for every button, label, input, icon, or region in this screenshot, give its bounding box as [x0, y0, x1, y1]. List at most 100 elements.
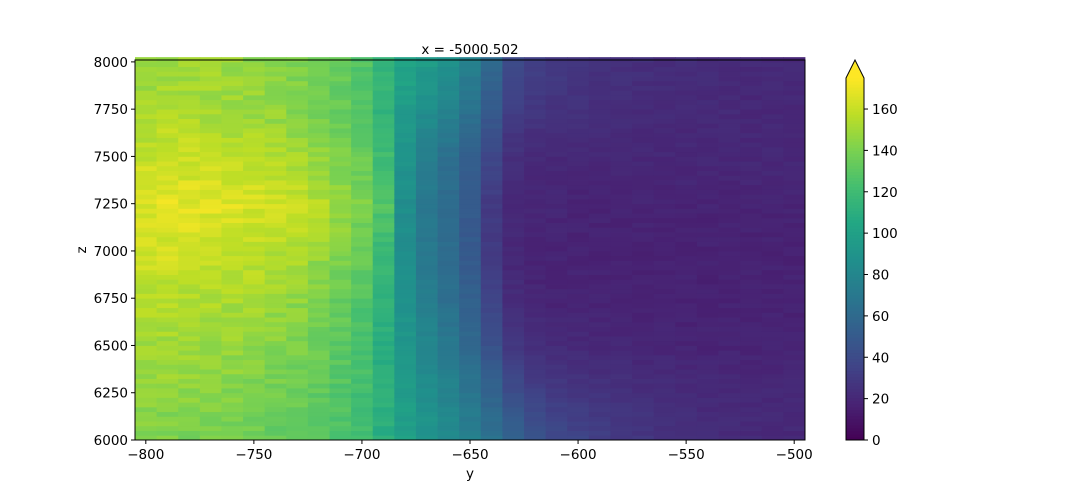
heatmap-cell — [437, 227, 460, 233]
heatmap-cell — [675, 416, 698, 422]
heatmap-cell — [740, 61, 763, 68]
heatmap-cell — [675, 430, 698, 436]
heatmap-cell — [286, 184, 309, 190]
heatmap-cell — [610, 137, 633, 143]
heatmap-cell — [696, 260, 719, 266]
heatmap-cell — [178, 123, 201, 129]
heatmap-cell — [243, 326, 266, 332]
heatmap-cell — [588, 165, 611, 171]
heatmap-cell — [286, 406, 309, 413]
heatmap-cell — [653, 151, 676, 157]
heatmap-cell — [696, 284, 719, 290]
heatmap-cell — [243, 307, 266, 313]
heatmap-cell — [653, 350, 676, 356]
heatmap-cell — [653, 61, 676, 68]
heatmap-cell — [199, 109, 222, 115]
heatmap-cell — [718, 198, 741, 205]
heatmap-cell — [156, 123, 179, 129]
heatmap-cell — [264, 350, 287, 356]
heatmap-cell — [178, 435, 201, 441]
heatmap-cell — [480, 435, 503, 441]
heatmap-cell — [437, 326, 460, 332]
heatmap-cell — [307, 217, 330, 223]
heatmap-cell — [718, 425, 741, 431]
heatmap-cell — [545, 425, 568, 431]
heatmap-cell — [783, 61, 806, 68]
heatmap-cell — [199, 369, 222, 375]
heatmap-cell — [783, 298, 806, 304]
heatmap-cell — [199, 359, 222, 365]
heatmap-cell — [588, 397, 611, 403]
heatmap-cell — [653, 94, 676, 101]
heatmap-cell — [610, 293, 633, 299]
heatmap-cell — [437, 99, 460, 105]
heatmap-cell — [761, 369, 784, 375]
heatmap-cell — [135, 364, 158, 370]
heatmap-cell — [610, 175, 633, 181]
heatmap-cell — [351, 307, 374, 313]
heatmap-cell — [524, 406, 547, 413]
heatmap-cell — [329, 128, 352, 134]
heatmap-cell — [653, 378, 676, 384]
heatmap-cell — [243, 76, 266, 82]
heatmap-cell — [653, 132, 676, 138]
heatmap-cell — [243, 132, 266, 138]
heatmap-cell — [243, 61, 266, 68]
heatmap-cell — [243, 265, 266, 271]
heatmap-cell — [545, 250, 568, 257]
heatmap-cell — [437, 208, 460, 214]
heatmap-cell — [286, 198, 309, 205]
heatmap-cell — [415, 250, 438, 257]
heatmap-cell — [394, 80, 417, 86]
heatmap-cell — [199, 203, 222, 209]
heatmap-cell — [653, 104, 676, 110]
heatmap-cell — [199, 213, 222, 219]
heatmap-cell — [632, 99, 655, 105]
heatmap-cell — [221, 85, 244, 91]
heatmap-cell — [135, 269, 158, 275]
heatmap-cell — [653, 123, 676, 129]
heatmap-cell — [351, 354, 374, 361]
heatmap-cell — [524, 213, 547, 219]
heatmap-cell — [653, 236, 676, 242]
colorbar-segment — [846, 325, 864, 329]
heatmap-cell — [135, 359, 158, 365]
heatmap-cell — [740, 236, 763, 242]
heatmap-cell — [135, 94, 158, 101]
heatmap-cell — [740, 161, 763, 167]
heatmap-cell — [415, 99, 438, 105]
heatmap-cell — [178, 383, 201, 389]
heatmap-cell — [264, 241, 287, 247]
heatmap-cell — [502, 317, 525, 323]
heatmap-cell — [761, 217, 784, 223]
heatmap-cell — [372, 189, 395, 195]
heatmap-cell — [264, 151, 287, 157]
heatmap-cell — [307, 198, 330, 205]
heatmap-cell — [351, 288, 374, 294]
colorbar-segment — [846, 292, 864, 296]
heatmap-cell — [135, 184, 158, 190]
heatmap-cell — [545, 298, 568, 304]
heatmap-cell — [502, 307, 525, 313]
heatmap-cell — [524, 90, 547, 96]
heatmap-cell — [415, 90, 438, 96]
heatmap-cell — [524, 232, 547, 238]
heatmap-cell — [372, 293, 395, 299]
heatmap-cell — [653, 76, 676, 82]
heatmap-cell — [567, 435, 590, 441]
heatmap-cell — [524, 194, 547, 200]
heatmap-cell — [567, 161, 590, 167]
heatmap-cell — [480, 411, 503, 417]
heatmap-cell — [264, 66, 287, 72]
heatmap-cell — [329, 416, 352, 422]
heatmap-cell — [675, 246, 698, 252]
heatmap-cell — [372, 175, 395, 181]
heatmap-cell — [459, 208, 482, 214]
heatmap-cell — [502, 406, 525, 413]
heatmap-cell — [307, 406, 330, 413]
heatmap-cell — [415, 189, 438, 195]
heatmap-cell — [459, 90, 482, 96]
heatmap-cell — [740, 128, 763, 134]
heatmap-cell — [696, 71, 719, 77]
heatmap-cell — [415, 132, 438, 138]
